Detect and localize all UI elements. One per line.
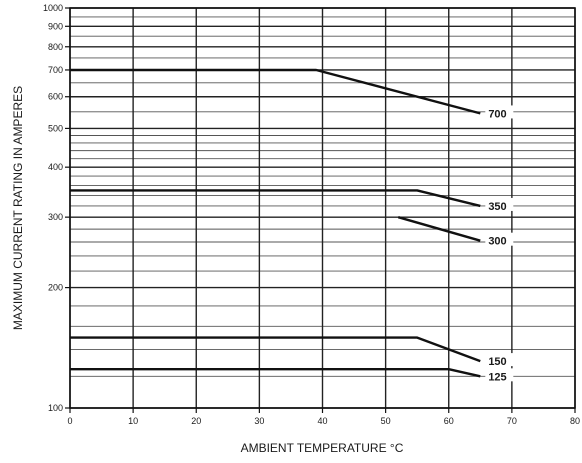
series-line-700 — [70, 68, 481, 115]
y-tick-label: 1000 — [43, 3, 63, 13]
x-tick-label: 70 — [507, 416, 517, 426]
series-lines — [70, 68, 481, 378]
x-tick-label: 40 — [317, 416, 327, 426]
y-axis-title: MAXIMUM CURRENT RATING IN AMPERES — [11, 86, 25, 330]
series-label-700: 700 — [488, 108, 506, 120]
x-axis-title: AMBIENT TEMPERATURE °C — [241, 441, 404, 455]
series-label-background — [485, 197, 514, 211]
x-tick-label: 60 — [444, 416, 454, 426]
series-line-150 — [70, 336, 481, 363]
x-tick-label: 80 — [570, 416, 580, 426]
series-line-125 — [70, 368, 481, 378]
y-tick-label: 300 — [48, 212, 63, 222]
x-tick-label: 50 — [381, 416, 391, 426]
series-line-350 — [70, 189, 481, 208]
x-tick-label: 30 — [254, 416, 264, 426]
y-tick-label: 400 — [48, 162, 63, 172]
y-tick-label: 500 — [48, 123, 63, 133]
series-label-background — [485, 353, 514, 367]
series-labels: 700 350 300 150 125 — [485, 105, 514, 383]
series-label-background — [485, 368, 514, 382]
series-label-150: 150 — [488, 356, 506, 368]
series-label-background — [485, 105, 514, 119]
y-tick-label: 700 — [48, 65, 63, 75]
y-tick-label: 800 — [48, 42, 63, 52]
y-tick-label: 100 — [48, 403, 63, 413]
series-label-350: 350 — [488, 201, 506, 213]
series-line-300 — [397, 216, 481, 242]
y-tick-label: 600 — [48, 92, 63, 102]
y-tick-label: 900 — [48, 21, 63, 31]
y-tick-label: 200 — [48, 283, 63, 293]
series-label-background — [485, 232, 514, 246]
x-tick-labels: 0 10 20 30 40 50 60 70 80 — [67, 416, 580, 426]
x-tick-label: 0 — [67, 416, 72, 426]
x-tick-label: 10 — [128, 416, 138, 426]
y-tick-labels: 100 200 300 400 500 600 700 800 900 1000 — [43, 3, 63, 413]
series-label-125: 125 — [488, 371, 506, 383]
series-label-300: 300 — [488, 236, 506, 248]
x-tick-label: 20 — [191, 416, 201, 426]
tick-marks — [65, 7, 576, 413]
